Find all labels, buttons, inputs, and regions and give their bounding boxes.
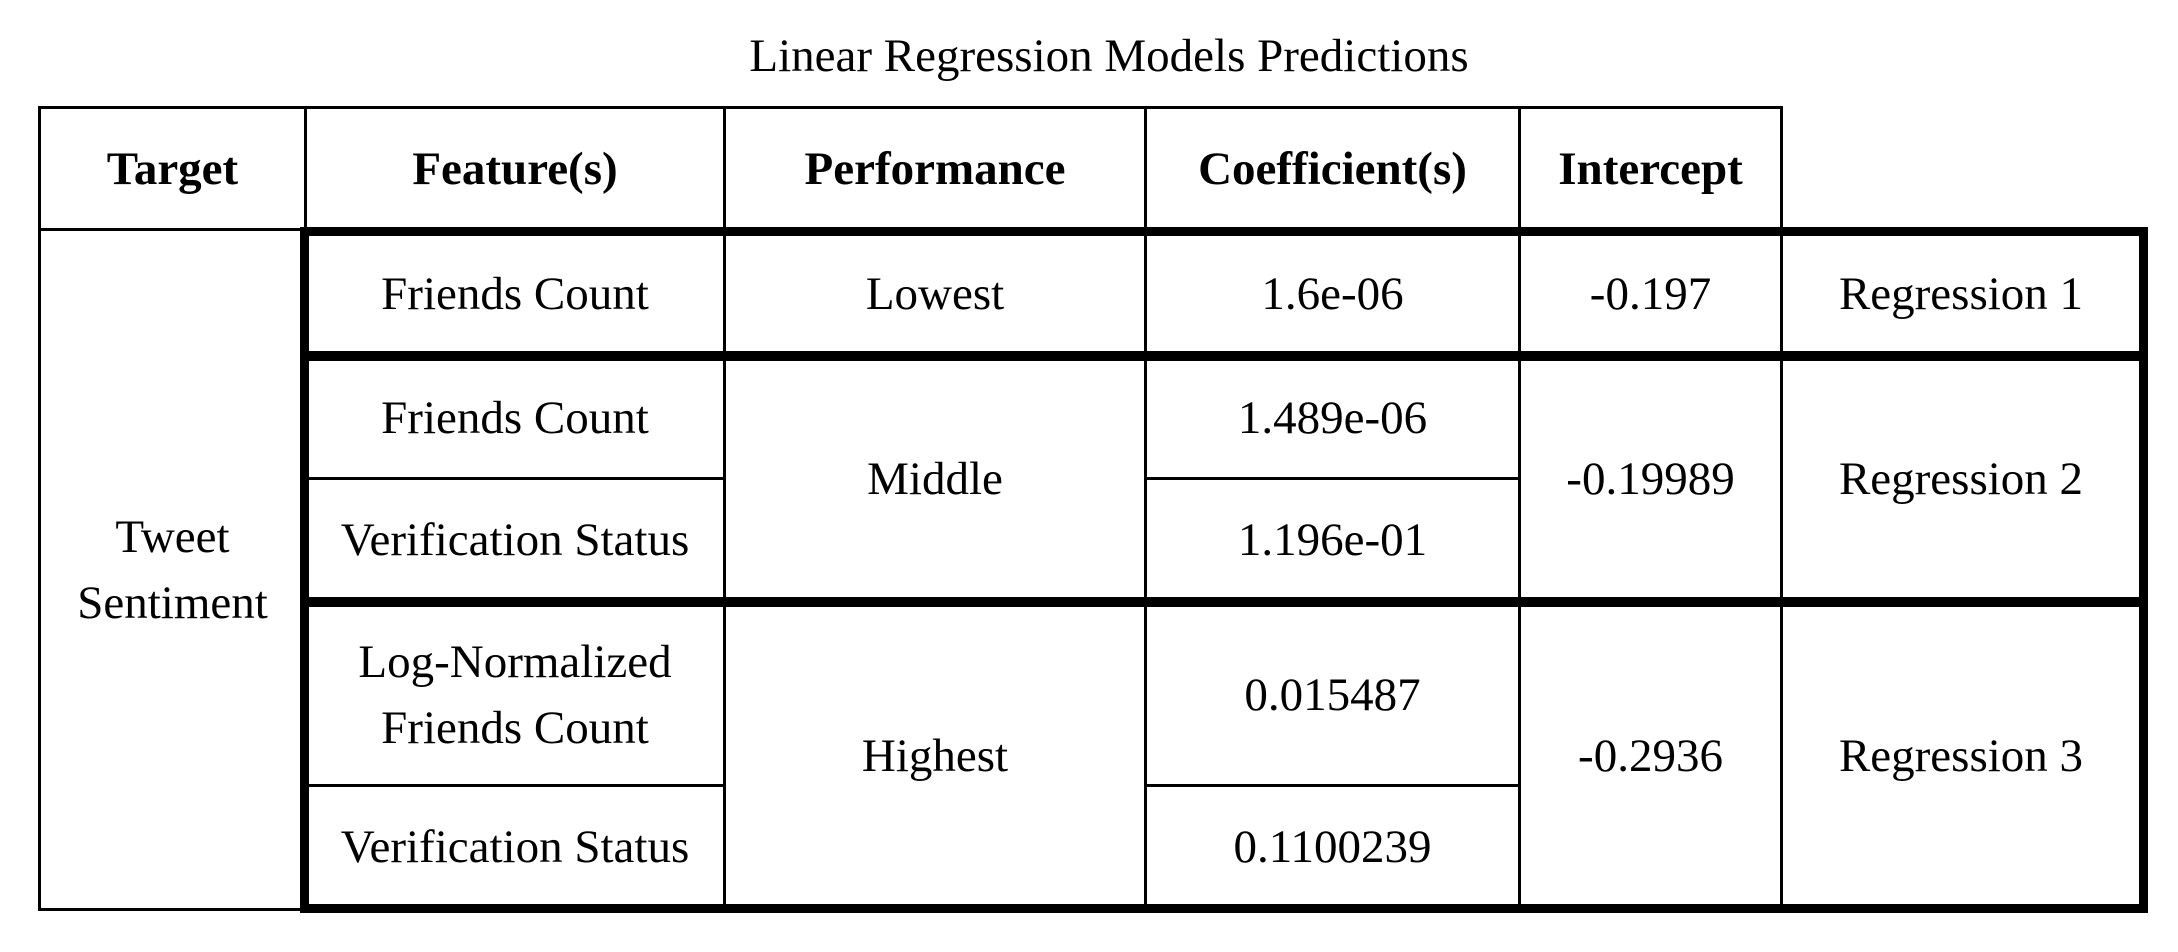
header-features: Feature(s) bbox=[304, 106, 726, 231]
reg1-performance: Lowest bbox=[723, 231, 1147, 356]
reg1-coefficient-1: 1.6e-06 bbox=[1144, 231, 1521, 356]
reg3-performance: Highest bbox=[723, 602, 1147, 909]
reg1-intercept: -0.197 bbox=[1518, 231, 1783, 356]
reg3-coefficient-2: 0.1100239 bbox=[1144, 784, 1521, 909]
reg2-feature-2: Verification Status bbox=[304, 477, 726, 602]
header-coefficients: Coefficient(s) bbox=[1144, 106, 1521, 231]
reg3-label: Regression 3 bbox=[1780, 602, 2142, 909]
header-intercept: Intercept bbox=[1518, 106, 1783, 231]
reg2-performance: Middle bbox=[723, 356, 1147, 602]
reg3-feature-1: Log-Normalized Friends Count bbox=[304, 602, 726, 787]
target-cell: Tweet Sentiment bbox=[38, 228, 307, 911]
reg3-coefficient-1: 0.015487 bbox=[1144, 602, 1521, 787]
reg2-coefficient-1: 1.489e-06 bbox=[1144, 356, 1521, 480]
reg2-label: Regression 2 bbox=[1780, 356, 2142, 602]
reg2-feature-1: Friends Count bbox=[304, 356, 726, 480]
reg3-feature-2: Verification Status bbox=[304, 784, 726, 909]
reg2-intercept: -0.19989 bbox=[1518, 356, 1783, 602]
table-title: Linear Regression Models Predictions bbox=[749, 30, 1469, 82]
reg1-label: Regression 1 bbox=[1780, 231, 2142, 356]
reg3-intercept: -0.2936 bbox=[1518, 602, 1783, 909]
reg2-coefficient-2: 1.196e-01 bbox=[1144, 477, 1521, 602]
reg1-feature-1: Friends Count bbox=[304, 231, 726, 356]
header-performance: Performance bbox=[723, 106, 1147, 231]
header-target: Target bbox=[38, 106, 307, 231]
